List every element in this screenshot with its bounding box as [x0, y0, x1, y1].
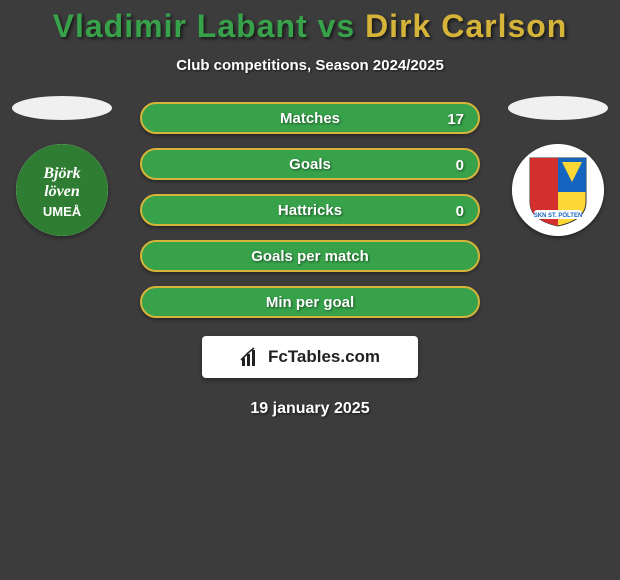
stat-right-value: 0 [456, 150, 464, 182]
subtitle: Club competitions, Season 2024/2025 [0, 57, 620, 74]
vs-label: vs [308, 8, 365, 44]
right-player-col: SKN ST. PÖLTEN [508, 96, 608, 236]
player2-name: Dirk Carlson [365, 8, 567, 44]
svg-text:UMEÅ: UMEÅ [43, 204, 82, 219]
right-nationality-flag [508, 96, 608, 120]
player1-name: Vladimir Labant [53, 8, 308, 44]
stat-label: Min per goal [266, 294, 354, 311]
watermark: FcTables.com [202, 336, 418, 378]
date-label: 19 january 2025 [0, 400, 620, 418]
right-club-badge: SKN ST. PÖLTEN [512, 144, 604, 236]
svg-text:Björk: Björk [42, 165, 80, 182]
stat-label: Hattricks [278, 202, 342, 219]
stat-label: Matches [280, 110, 340, 127]
left-player-col: Björk löven UMEÅ [12, 96, 112, 236]
svg-text:löven: löven [44, 183, 80, 200]
svg-text:SKN ST. PÖLTEN: SKN ST. PÖLTEN [534, 212, 583, 219]
stat-row-goals: Goals 0 [140, 148, 480, 180]
stat-row-matches: Matches 17 [140, 102, 480, 134]
stat-label: Goals per match [251, 248, 369, 265]
stat-row-hattricks: Hattricks 0 [140, 194, 480, 226]
stat-row-gpm: Goals per match [140, 240, 480, 272]
bjorkloven-badge-icon: Björk löven UMEÅ [16, 144, 108, 236]
comparison-row: Björk löven UMEÅ Matches 17 Goals 0 Hatt… [0, 102, 620, 318]
watermark-text: FcTables.com [268, 347, 380, 367]
stat-right-value: 17 [447, 104, 464, 136]
stpolten-badge-icon: SKN ST. PÖLTEN [512, 144, 604, 236]
stat-right-value: 0 [456, 196, 464, 228]
chart-icon [240, 346, 262, 368]
left-nationality-flag [12, 96, 112, 120]
page-title: Vladimir Labant vs Dirk Carlson [0, 8, 620, 45]
stat-row-mpg: Min per goal [140, 286, 480, 318]
root: Vladimir Labant vs Dirk Carlson Club com… [0, 0, 620, 418]
left-club-badge: Björk löven UMEÅ [16, 144, 108, 236]
stat-label: Goals [289, 156, 331, 173]
stats-column: Matches 17 Goals 0 Hattricks 0 Goals per… [140, 102, 480, 318]
